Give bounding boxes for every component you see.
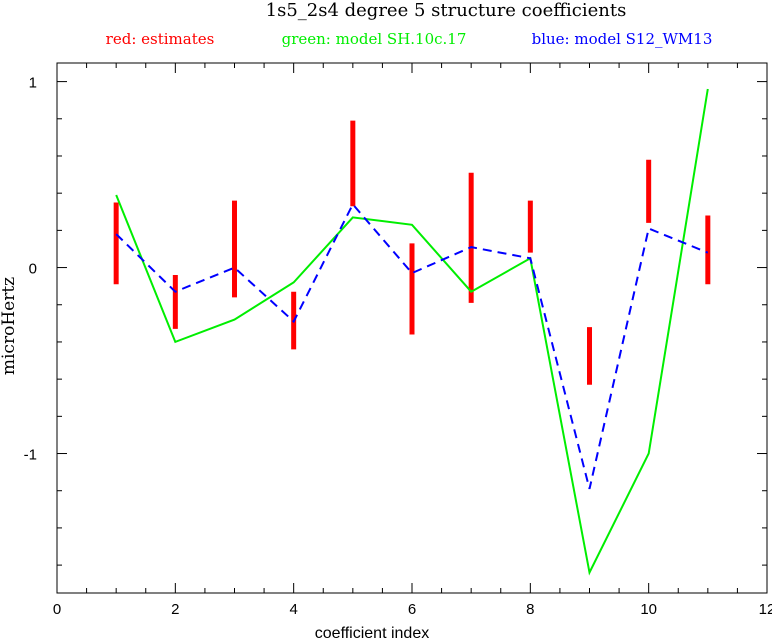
x-tick-label: 6 [408,601,416,618]
y-axis-title: microHertz [0,277,19,375]
x-tick-label: 2 [171,601,179,618]
estimate-bars [113,120,711,385]
y-tick-labels: -1 0 1 [24,75,37,464]
y-tick-label: 0 [29,261,37,278]
x-tick-labels: 0 2 4 6 8 10 12 [53,601,772,618]
legend-model-sh: green: model SH.10c.17 [282,30,467,48]
legend-estimates: red: estimates [106,30,215,48]
x-tick-label: 8 [526,601,534,618]
model-lines [115,88,709,576]
y-tick-label: -1 [24,447,37,464]
series-line-1 [115,88,709,576]
x-tick-label: 4 [289,601,297,618]
chart-title: 1s5_2s4 degree 5 structure coefficients [266,0,627,21]
x-tick-label: 10 [640,601,657,618]
x-axis-title: coefficient index [315,625,429,641]
legend-model-s12: blue: model S12_WM13 [532,30,713,48]
x-tick-label: 12 [759,601,772,618]
y-tick-label: 1 [29,75,37,92]
series-line-2 [115,202,709,490]
axis-ticks [56,63,768,593]
x-tick-label: 0 [53,601,61,618]
